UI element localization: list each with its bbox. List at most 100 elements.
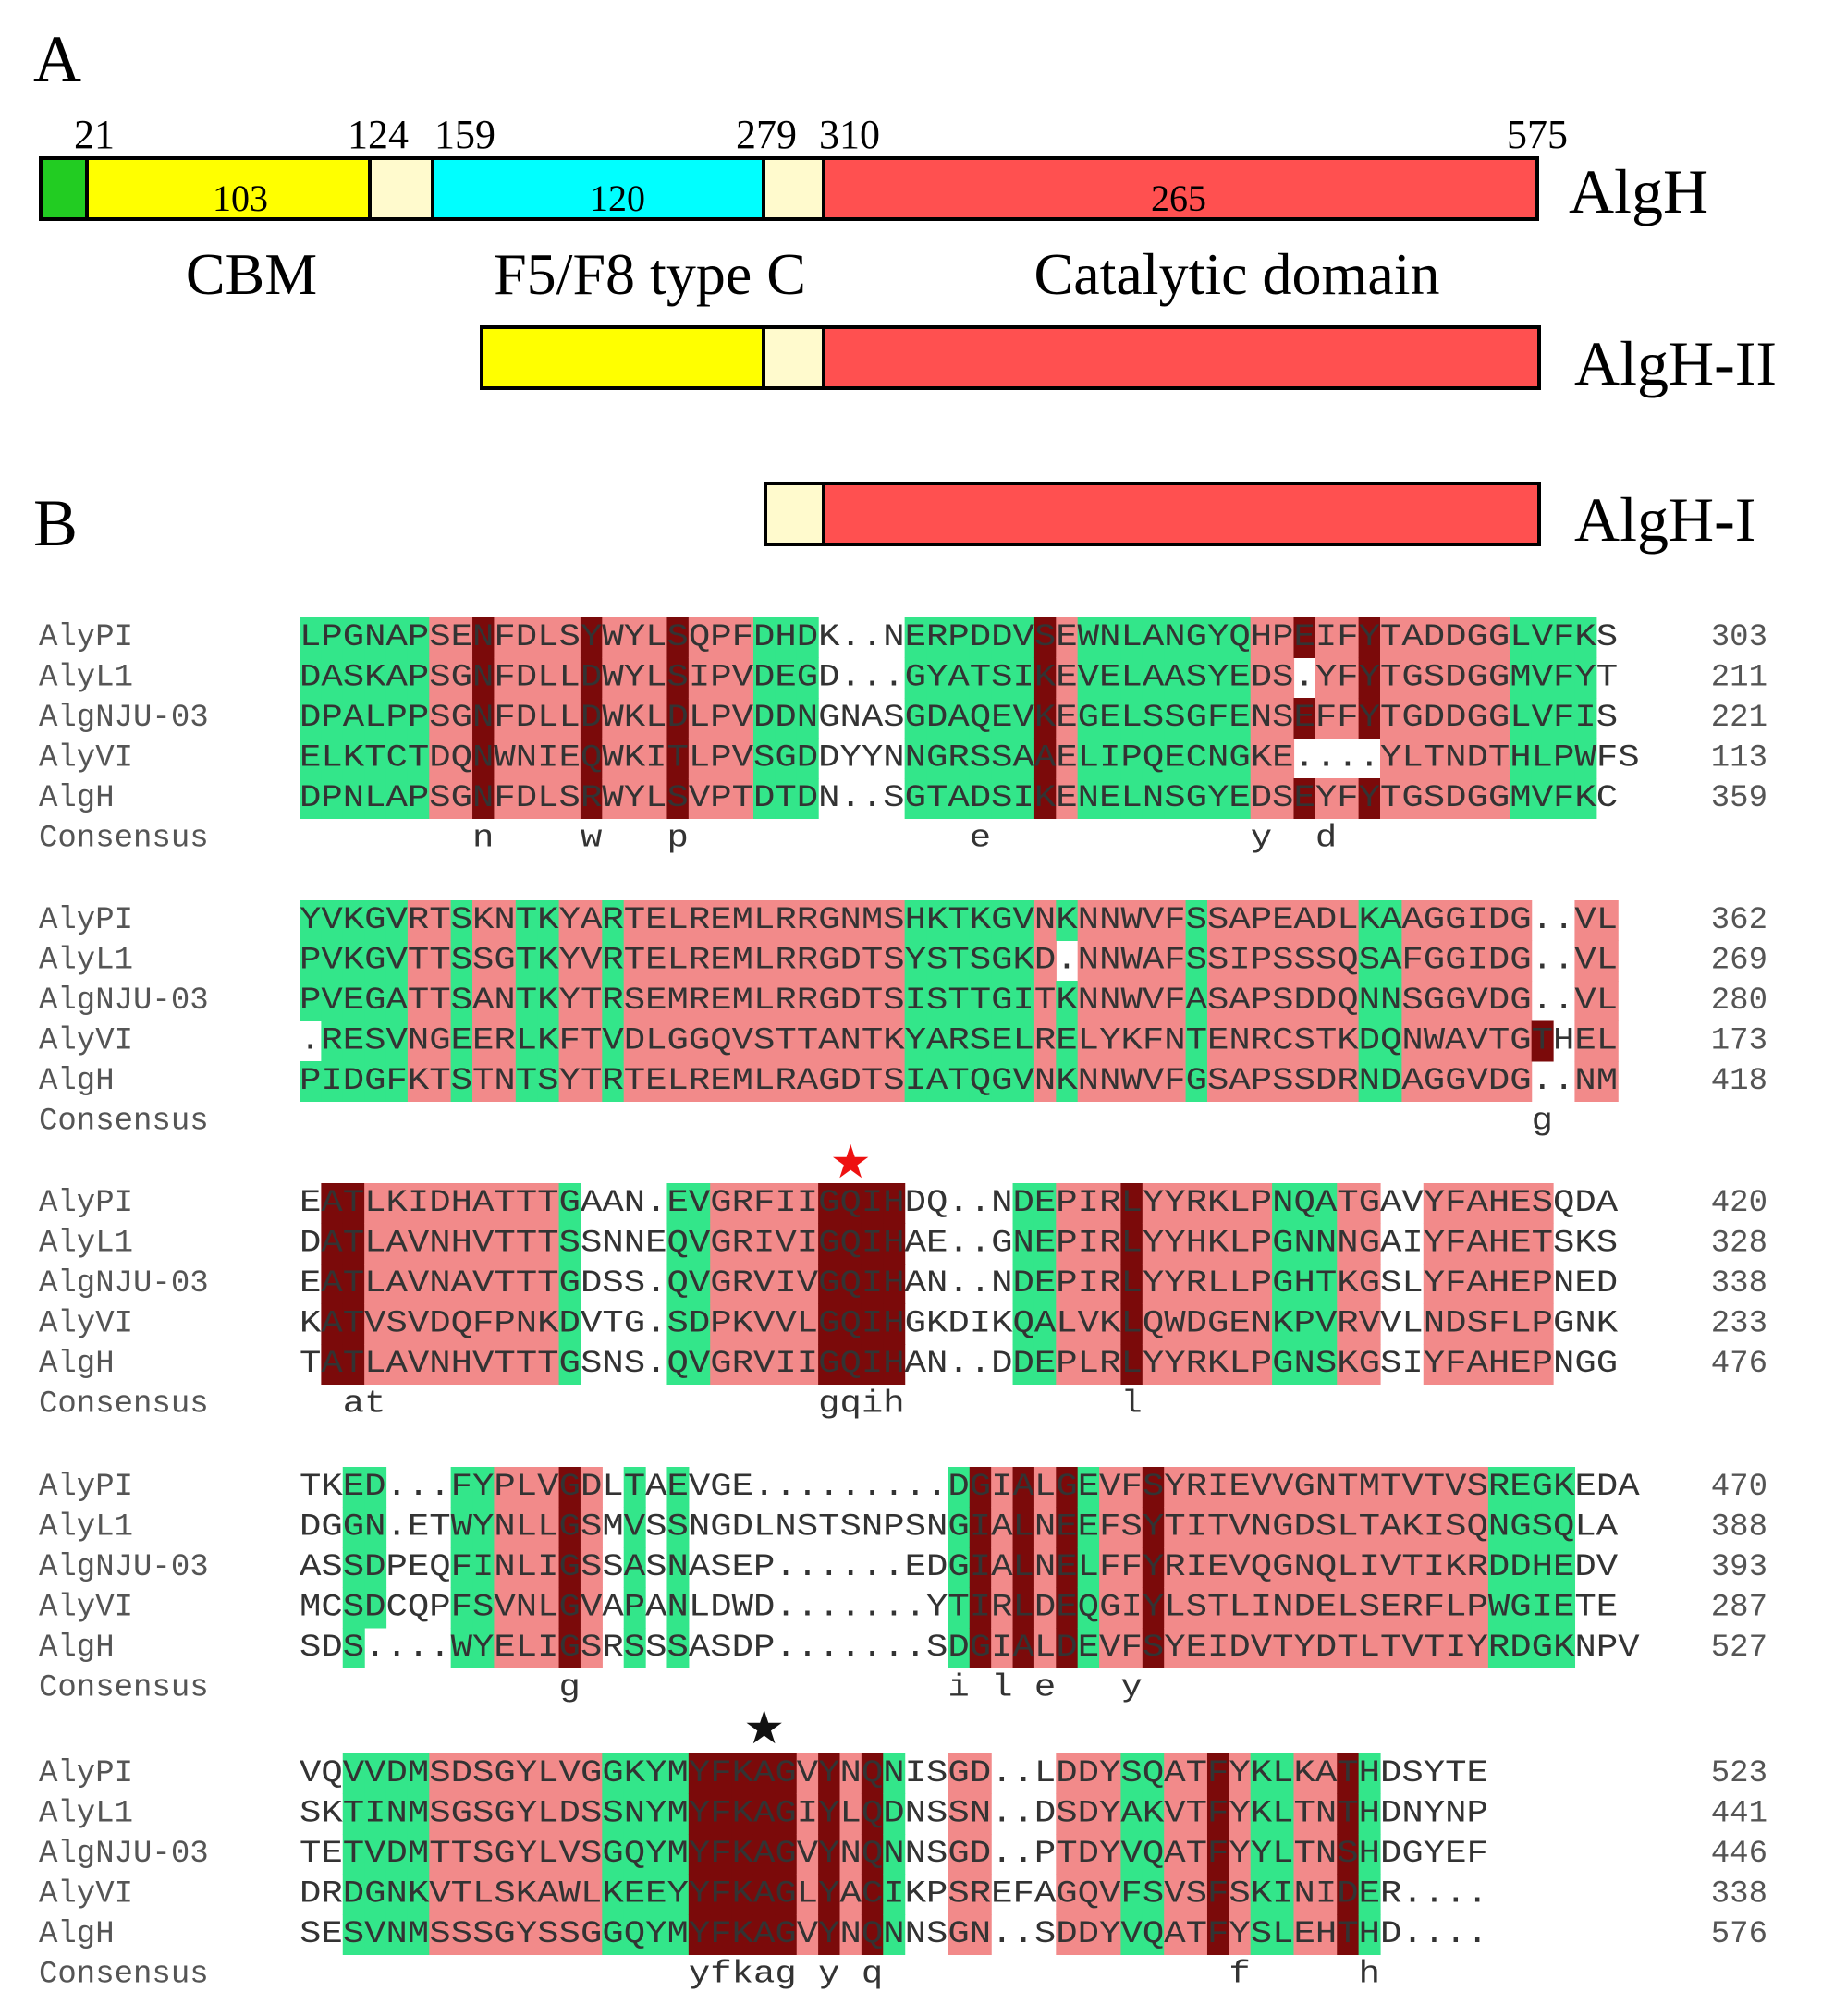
identity-highlight (666, 657, 690, 699)
conservation-highlight (1250, 900, 1273, 941)
similarity-highlight (602, 1061, 625, 1102)
similarity-highlight (904, 778, 927, 819)
similarity-highlight (407, 778, 430, 819)
conservation-highlight (1337, 1061, 1360, 1102)
sequence-name: AlyVI (39, 1024, 133, 1059)
conservation-highlight (1574, 1020, 1597, 1062)
identity-highlight (1033, 778, 1057, 819)
similarity-highlight (948, 1547, 971, 1588)
similarity-highlight (342, 1874, 365, 1915)
conservation-highlight (1358, 1223, 1381, 1265)
consensus-label: Consensus (39, 1671, 209, 1706)
consensus-sequence: at gqih l (300, 1387, 1596, 1423)
conservation-highlight (1077, 1753, 1100, 1794)
similarity-highlight (1033, 1344, 1057, 1385)
conservation-highlight (1423, 657, 1446, 699)
similarity-highlight (472, 1507, 495, 1548)
similarity-highlight (385, 1753, 409, 1794)
similarity-highlight (926, 617, 948, 658)
conservation-highlight (429, 1344, 452, 1385)
identity-highlight (688, 1793, 711, 1835)
conservation-highlight (1445, 1628, 1468, 1668)
similarity-highlight (1120, 1874, 1143, 1915)
conservation-highlight (429, 1914, 452, 1955)
conservation-highlight (1445, 1547, 1468, 1588)
similarity-highlight (904, 617, 927, 658)
similarity-highlight (364, 1467, 387, 1508)
conservation-highlight (515, 1183, 538, 1224)
similarity-highlight (1315, 1223, 1338, 1265)
conservation-highlight (1358, 1587, 1381, 1629)
conservation-highlight (1293, 1587, 1316, 1629)
similarity-highlight (1250, 1914, 1273, 1955)
conservation-highlight (558, 778, 581, 819)
conservation-highlight (1077, 940, 1100, 982)
conservation-highlight (839, 981, 862, 1021)
conservation-highlight (364, 1223, 387, 1265)
identity-highlight (839, 1303, 862, 1345)
similarity-highlight (1185, 657, 1208, 699)
similarity-highlight (1531, 738, 1554, 779)
identity-highlight (580, 617, 603, 658)
conservation-highlight (796, 1753, 819, 1794)
conservation-highlight (472, 1753, 495, 1794)
conservation-highlight (1056, 1303, 1079, 1345)
similarity-highlight (948, 981, 971, 1021)
similarity-highlight (364, 1914, 387, 1955)
conservation-highlight (1337, 1587, 1360, 1629)
identity-highlight (1012, 1628, 1035, 1668)
conservation-highlight (1185, 1507, 1208, 1548)
sequence-name: AlgH (39, 1631, 115, 1666)
conservation-highlight (1077, 1793, 1100, 1835)
conservation-highlight (537, 1587, 560, 1629)
conservation-highlight (1315, 1020, 1338, 1062)
similarity-highlight (1272, 1753, 1295, 1794)
conservation-highlight (1142, 940, 1165, 982)
similarity-highlight (385, 1061, 409, 1102)
sequence-name: AlyPI (39, 903, 133, 938)
conservation-highlight (1487, 1223, 1510, 1265)
residue-end-number: 527 (1711, 1631, 1767, 1666)
conservation-highlight (969, 1793, 992, 1835)
conservation-highlight (580, 1793, 603, 1835)
similarity-highlight (407, 1874, 430, 1915)
conservation-highlight (1315, 1753, 1338, 1794)
conservation-highlight (1206, 1020, 1229, 1062)
similarity-highlight (300, 617, 322, 658)
conservation-highlight (472, 1834, 495, 1875)
similarity-highlight (796, 738, 819, 779)
conservation-highlight (1272, 657, 1295, 699)
sequence-residues: DPALPPSGNFDLLDWKLDLPVDDNGNASGDAQEVKEGELS… (300, 701, 1618, 736)
similarity-highlight (1185, 617, 1208, 658)
similarity-highlight (300, 738, 322, 779)
conservation-highlight (1487, 738, 1510, 779)
similarity-highlight (537, 1061, 560, 1102)
conservation-highlight (839, 1061, 862, 1102)
conservation-highlight (429, 1264, 452, 1304)
identity-highlight (969, 1507, 992, 1548)
conservation-highlight (1466, 1507, 1489, 1548)
identity-highlight (1337, 1834, 1360, 1875)
identity-highlight (1056, 1628, 1079, 1668)
conservation-highlight (429, 1183, 452, 1224)
identity-highlight (321, 1303, 344, 1345)
conservation-highlight (537, 1793, 560, 1835)
sequence-residues: TATLAVNHVTTTGSNS.QVGRVIIGQIHAN..DDEPLRLY… (300, 1347, 1618, 1382)
sequence-name: AlgH (39, 1347, 115, 1382)
conservation-highlight (494, 1344, 517, 1385)
conservation-highlight (796, 1914, 819, 1955)
similarity-highlight (1487, 1507, 1510, 1548)
conservation-highlight (1487, 1303, 1510, 1345)
similarity-highlight (926, 778, 948, 819)
conservation-highlight (752, 981, 776, 1021)
similarity-highlight (407, 1753, 430, 1794)
conservation-highlight (537, 657, 560, 699)
conservation-highlight (688, 617, 711, 658)
conservation-highlight (1272, 778, 1295, 819)
position-label-159: 159 (434, 112, 495, 157)
similarity-highlight (796, 617, 819, 658)
conservation-highlight (645, 900, 668, 941)
conservation-highlight (645, 738, 668, 779)
conservation-highlight (1164, 1507, 1187, 1548)
similarity-highlight (1531, 1547, 1554, 1588)
